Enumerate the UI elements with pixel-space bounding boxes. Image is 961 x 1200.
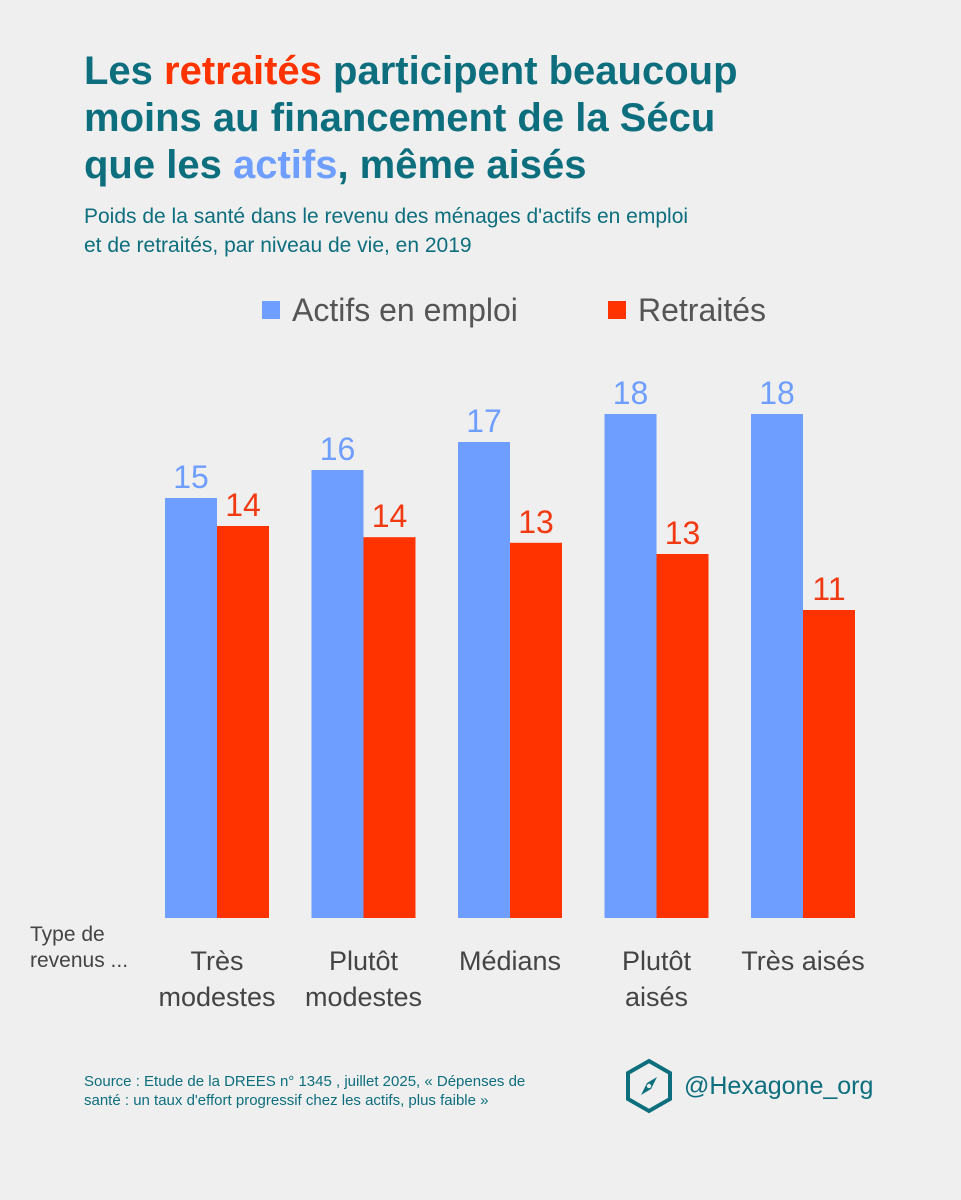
legend-label-retraites: Retraités: [638, 291, 767, 328]
bar-actifs-4: [751, 414, 803, 918]
legend-swatch-actifs: [262, 301, 280, 319]
category-label-0: Très modestes: [158, 946, 275, 1012]
data-label-actifs-0: 15: [173, 459, 209, 495]
data-label-actifs-2: 17: [466, 403, 502, 439]
bar-retraites-0: [217, 526, 269, 918]
category-label-4: Très aisés: [741, 946, 865, 976]
title-line-2: moins au financement de la Sécu: [84, 96, 716, 140]
data-label-actifs-4: 18: [759, 375, 795, 411]
data-label-retraites-2: 13: [518, 504, 554, 540]
subtitle-line-2: et de retraités, par niveau de vie, en 2…: [84, 234, 472, 257]
bar-actifs-0: [165, 498, 217, 918]
hexagon-compass-icon: [626, 1058, 672, 1114]
data-label-retraites-3: 13: [665, 515, 701, 551]
category-axis-prefix: Type de revenus ...: [30, 923, 129, 972]
bar-chart: 15 14 Très modestes 16 14 Plutôt modestes 17 13 Mé…: [158, 375, 865, 1012]
subtitle-line-1: Poids de la santé dans le revenu des mén…: [84, 205, 689, 228]
source-note: Source : Etude de la DREES n° 1345 , jui…: [84, 1073, 526, 1109]
data-label-retraites-0: 14: [225, 487, 261, 523]
chart-title: Les retraités participent beaucoup moins…: [84, 48, 924, 189]
category-label-2: Médians: [459, 946, 561, 976]
legend-item-retraites: Retraités: [608, 288, 766, 332]
legend-swatch-retraites: [608, 301, 626, 319]
bar-actifs-3: [604, 414, 657, 918]
bar-actifs-2: [458, 442, 510, 918]
bar-retraites-2: [510, 542, 562, 918]
chart-legend: Actifs en emploi Retraités: [0, 288, 961, 332]
data-label-actifs-3: 18: [613, 375, 649, 411]
title-highlight-retraites: retraités: [164, 49, 322, 93]
title-line-3: que les actifs, même aisés: [84, 143, 587, 187]
category-label-1: Plutôt modestes: [305, 946, 422, 1012]
data-label-actifs-1: 16: [320, 431, 356, 467]
chart-subtitle: Poids de la santé dans le revenu des mén…: [84, 202, 904, 260]
data-label-retraites-1: 14: [372, 498, 408, 534]
data-label-retraites-4: 11: [812, 571, 845, 607]
legend-item-actifs: Actifs en emploi: [262, 288, 518, 332]
title-highlight-actifs: actifs: [232, 143, 338, 187]
bar-actifs-1: [311, 470, 364, 918]
category-label-3: Plutôt aisés: [622, 946, 692, 1012]
legend-label-actifs: Actifs en emploi: [292, 291, 518, 328]
brand-signature: @Hexagone_org: [624, 1058, 873, 1114]
title-line-1: Les retraités participent beaucoup: [84, 49, 738, 93]
bar-retraites-4: [803, 610, 855, 918]
bar-retraites-3: [656, 554, 709, 918]
bar-retraites-1: [363, 537, 416, 918]
brand-handle: @Hexagone_org: [684, 1071, 874, 1100]
